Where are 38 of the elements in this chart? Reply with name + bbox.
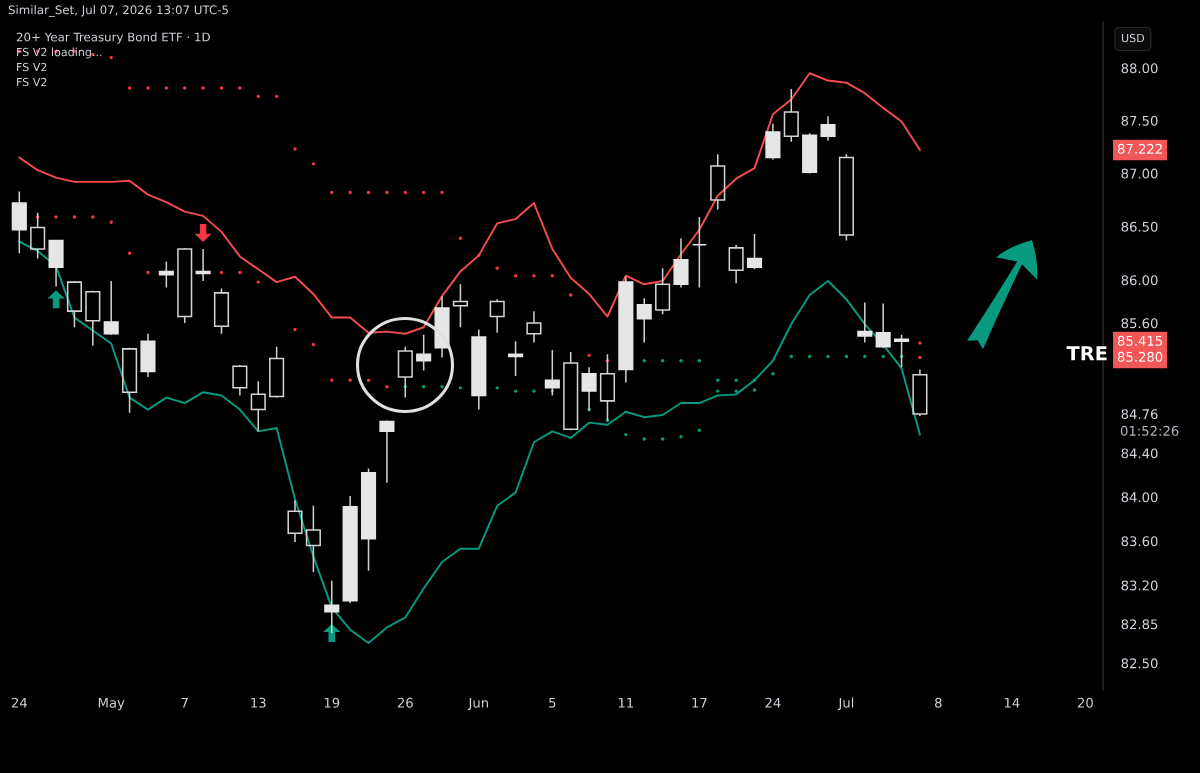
x-tick-label: Jul (837, 697, 854, 711)
x-tick-label: 14 (1004, 697, 1020, 708)
text: 87.222 (1117, 143, 1162, 154)
annotation: TRE (1066, 346, 1107, 361)
x-tick-label: 8 (935, 697, 942, 708)
y-tick-label: 82.85 (1121, 619, 1158, 630)
y-tick-label: 88.00 (1121, 63, 1158, 74)
x-tick-label: 17 (692, 697, 707, 708)
text: 20+ Year Treasury Bond ETF · 1D (16, 32, 210, 44)
x-tick-label: May (98, 697, 125, 711)
annotation: FS V2 (17, 77, 47, 87)
text: 85.280 (1117, 351, 1163, 362)
y-tick-label: 86.50 (1121, 221, 1158, 232)
y-tick-label: 83.60 (1121, 536, 1158, 547)
x-tick-label: 19 (324, 697, 340, 708)
x-tick-label: 26 (397, 697, 413, 708)
x-tick-label: 20 (1077, 697, 1093, 708)
y-tick-label: 84.76 (1121, 409, 1158, 420)
y-tick-label: 83.20 (1121, 580, 1158, 591)
y-tick-label: 86.00 (1121, 275, 1158, 286)
y-tick-label: 84.00 (1121, 492, 1158, 503)
y-tick-label: 87.50 (1121, 115, 1158, 126)
y-tick-label: 84.40 (1121, 448, 1158, 459)
x-tick-label: 5 (549, 697, 556, 708)
x-tick-label: Jun (467, 697, 488, 711)
y-tick-label: 82.50 (1121, 658, 1158, 669)
y-tick-label: 85.60 (1121, 318, 1158, 329)
text: 01:52:26 (1120, 425, 1179, 436)
x-tick-label: 24 (11, 697, 27, 708)
y-tick-label: 87.00 (1121, 168, 1158, 179)
x-tick-label: 7 (181, 697, 188, 708)
x-tick-label: 13 (251, 697, 266, 708)
x-tick-label: 11 (618, 697, 634, 708)
x-tick-label: 24 (765, 697, 781, 708)
text: USD (1121, 33, 1145, 43)
annotation: FS V2 (17, 62, 47, 72)
text: 85.415 (1117, 335, 1163, 346)
text: Similar_Set, Jul 07, 2026 13:07 UTC-5 (8, 5, 228, 17)
